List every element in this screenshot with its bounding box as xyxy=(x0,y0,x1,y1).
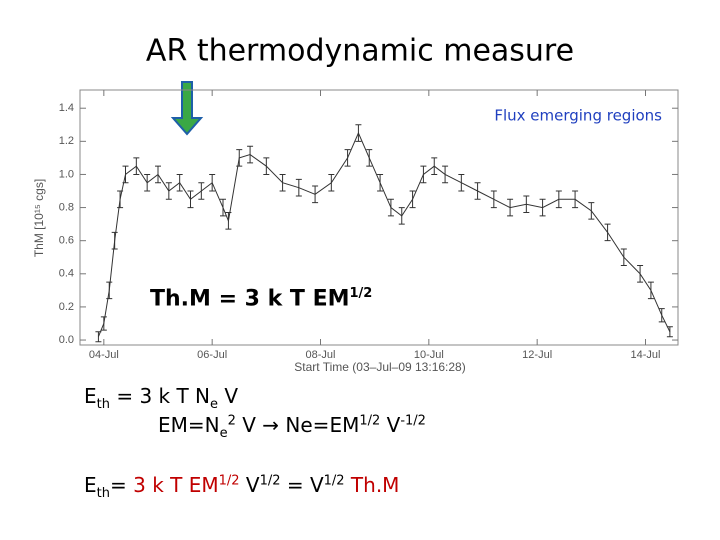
equation-part: e xyxy=(219,426,228,441)
equation-part: E xyxy=(84,473,97,497)
error-bar xyxy=(155,165,161,184)
error-bar xyxy=(100,316,107,331)
error-bar xyxy=(187,190,194,209)
error-bar xyxy=(144,173,151,192)
error-bar xyxy=(225,212,232,230)
equation: EM=Ne2 V → Ne=EM1/2 V-1/2 xyxy=(158,413,426,441)
error-bar xyxy=(539,198,546,217)
equation-part: V xyxy=(239,473,260,497)
equation-part: -1/2 xyxy=(400,413,426,429)
equation-part: 3 k T EM xyxy=(133,473,219,497)
error-bar xyxy=(328,173,335,192)
error-bar xyxy=(637,265,644,283)
error-bar xyxy=(312,185,319,204)
equation-part: Th.M xyxy=(344,473,400,497)
error-bar xyxy=(507,198,514,217)
error-bar xyxy=(647,281,654,300)
error-bar xyxy=(279,173,286,192)
error-bar xyxy=(442,165,449,184)
error-bar xyxy=(236,149,243,167)
error-bar xyxy=(295,178,302,197)
y-tick-label: 1.2 xyxy=(59,135,74,147)
error-bar xyxy=(122,165,129,184)
error-bar xyxy=(409,190,416,209)
equation-part: 2 xyxy=(227,413,236,429)
x-tick-label: 10-Jul xyxy=(414,349,444,361)
equation: Th.M = 3 k T EM1/2 xyxy=(150,286,372,311)
error-bar xyxy=(658,308,665,323)
x-tick-label: 04-Jul xyxy=(89,349,119,361)
equation-part: 1/2 xyxy=(359,413,381,429)
equation-part: = V xyxy=(280,473,324,497)
error-bar xyxy=(366,149,373,167)
equation-part: Th.M = 3 k T EM xyxy=(150,286,350,312)
equation-part: E xyxy=(84,384,97,408)
error-bar xyxy=(431,157,438,175)
equation-part: = 3 k T N xyxy=(109,384,211,408)
error-bar xyxy=(604,223,611,242)
plot-frame xyxy=(79,89,679,346)
error-bar xyxy=(387,198,394,217)
error-bar xyxy=(398,207,405,225)
error-bar xyxy=(555,190,562,209)
error-bar xyxy=(220,198,226,217)
error-bar xyxy=(344,149,351,167)
equation-part: V → Ne=EM xyxy=(235,413,360,437)
error-bar xyxy=(247,145,254,164)
error-bar xyxy=(176,173,183,192)
error-bar xyxy=(111,231,118,250)
x-tick-label: 08-Jul xyxy=(306,349,336,361)
equation-part: 1/2 xyxy=(259,473,281,489)
y-tick-label: 1.4 xyxy=(59,102,74,114)
equation-part: e xyxy=(210,397,219,412)
error-bar xyxy=(95,331,102,343)
equation: Eth= 3 k T EM1/2 V1/2 = V1/2 Th.M xyxy=(84,473,399,501)
y-tick-label: 0.6 xyxy=(59,235,74,247)
equation-part: V xyxy=(380,413,401,437)
slide-title: AR thermodynamic measure xyxy=(146,34,574,69)
error-bar xyxy=(209,173,216,192)
y-axis-label: ThM [10¹⁵ cgs] xyxy=(32,179,46,257)
equation-part: V xyxy=(218,384,239,408)
y-tick-label: 0.8 xyxy=(59,201,74,213)
x-tick-label: 14-Jul xyxy=(631,349,661,361)
error-bar xyxy=(620,248,627,267)
error-bar xyxy=(377,173,384,192)
error-bar xyxy=(106,281,113,300)
equation-part: EM=N xyxy=(158,413,220,437)
error-bar xyxy=(490,190,497,209)
error-bar xyxy=(263,157,270,175)
equation-part: th xyxy=(96,486,110,501)
arrow xyxy=(170,81,204,136)
equation-part: th xyxy=(96,397,110,412)
error-bar xyxy=(572,190,579,209)
error-bar xyxy=(588,202,595,220)
x-tick-label: 12-Jul xyxy=(522,349,552,361)
y-tick-label: 0.2 xyxy=(59,301,74,313)
y-tick-label: 1.0 xyxy=(59,168,74,180)
error-bar xyxy=(474,182,481,200)
error-bar xyxy=(198,182,205,200)
equation-part: 1/2 xyxy=(349,286,373,301)
error-bar xyxy=(117,190,124,209)
y-tick-label: 0.4 xyxy=(59,268,74,280)
error-bar xyxy=(355,124,362,142)
error-bar xyxy=(523,195,530,214)
x-axis-label: Start Time (03–Jul–09 13:16:28) xyxy=(294,360,465,374)
error-bar xyxy=(458,173,465,192)
y-tick-label: 0.0 xyxy=(59,334,74,346)
equation-part: 1/2 xyxy=(218,473,240,489)
error-bar xyxy=(165,182,172,200)
error-bar xyxy=(133,157,140,175)
error-bar xyxy=(666,326,673,338)
equation-part: = xyxy=(109,473,134,497)
data-line xyxy=(97,131,671,337)
annotation: Flux emerging regions xyxy=(494,107,662,125)
equation-part: 1/2 xyxy=(323,473,345,489)
x-tick-label: 06-Jul xyxy=(197,349,227,361)
equation: Eth = 3 k T Ne V xyxy=(84,384,238,412)
error-bar xyxy=(420,165,427,184)
